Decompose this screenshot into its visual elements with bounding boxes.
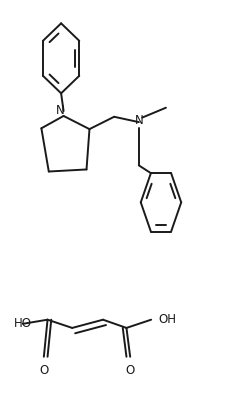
Text: O: O	[125, 364, 135, 377]
Text: OH: OH	[158, 313, 177, 326]
Text: N: N	[56, 104, 65, 117]
Text: HO: HO	[14, 317, 32, 330]
Text: N: N	[134, 114, 143, 126]
Text: O: O	[39, 364, 48, 377]
